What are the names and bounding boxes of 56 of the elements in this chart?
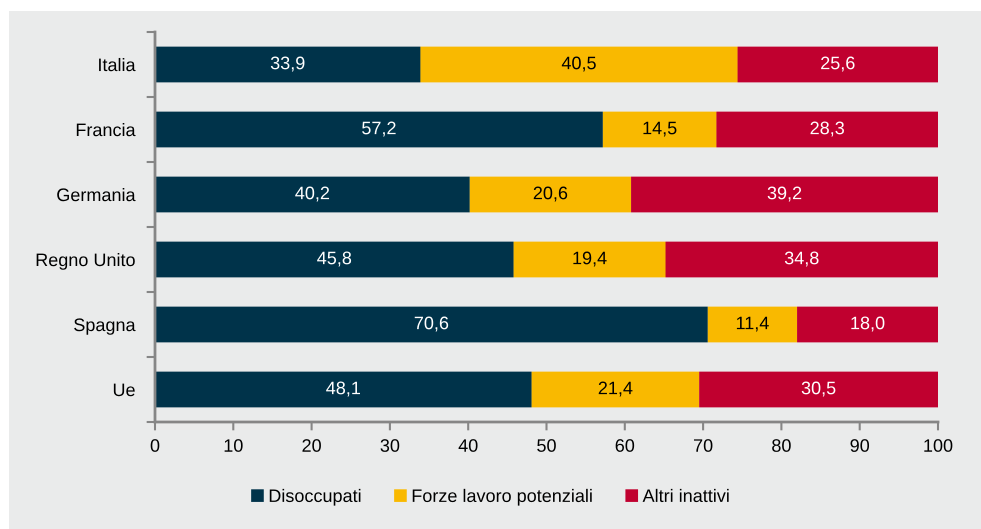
- bar: [532, 372, 700, 408]
- data-label: 40,2: [295, 186, 330, 202]
- data-label: 11,4: [736, 316, 769, 332]
- bar: [155, 46, 420, 82]
- x-tick-label: 90: [850, 439, 870, 452]
- data-label: 19,4: [573, 252, 607, 266]
- bar: [155, 112, 603, 148]
- bar: [155, 372, 532, 408]
- data-label: 39,2: [768, 186, 802, 202]
- data-label: 34,8: [784, 252, 819, 266]
- data-label: 33,9: [270, 56, 304, 72]
- x-tick-label: 60: [616, 439, 634, 452]
- x-tick-label: 80: [772, 439, 791, 452]
- y-tick-label: Regno Unito: [36, 252, 135, 270]
- data-label: 18,0: [851, 316, 884, 332]
- bar: [420, 46, 738, 82]
- bar: [631, 176, 938, 212]
- y-tick-label: Germania: [57, 188, 136, 202]
- data-label: 30,5: [802, 382, 836, 396]
- bar: [738, 46, 938, 82]
- y-tick-label: Ue: [114, 384, 135, 396]
- x-tick-label: 20: [302, 439, 321, 452]
- x-tick-label: 50: [537, 439, 556, 452]
- bar: [155, 306, 708, 342]
- bar: [716, 112, 938, 148]
- data-label: 48,1: [326, 382, 360, 396]
- bar: [514, 242, 666, 278]
- data-label: 45,8: [317, 252, 352, 266]
- data-label: 70,6: [414, 316, 448, 332]
- y-tick-label: Spagna: [74, 318, 136, 335]
- data-label: 57,2: [362, 122, 396, 136]
- bar: [797, 306, 938, 342]
- x-tick-label: 40: [458, 439, 478, 452]
- legend-label: Disoccupati: [270, 488, 360, 506]
- x-tick-label: 30: [380, 439, 400, 452]
- y-tick-label: Italia: [99, 58, 136, 72]
- bar: [602, 112, 716, 148]
- data-label: 14,5: [643, 122, 676, 136]
- bar: [708, 306, 798, 342]
- data-label: 21,4: [598, 382, 632, 396]
- bar: [470, 176, 632, 212]
- data-label: 25,6: [821, 56, 855, 72]
- data-label: 20,6: [534, 186, 568, 202]
- data-label: 28,3: [810, 122, 844, 136]
- bar: [666, 242, 938, 278]
- bar: [699, 372, 938, 408]
- x-tick-label: 70: [694, 439, 712, 452]
- legend-label: Altri inattivi: [642, 488, 729, 502]
- data-label: 40,5: [562, 56, 596, 72]
- bar: [155, 242, 514, 278]
- x-tick-label: 100: [924, 439, 952, 452]
- y-tick-label: Francia: [76, 122, 136, 136]
- x-tick-label: 0: [150, 439, 160, 452]
- x-tick-label: 10: [224, 439, 243, 452]
- legend-label: Forze lavoro potenziali: [412, 488, 592, 506]
- bar: [155, 176, 470, 212]
